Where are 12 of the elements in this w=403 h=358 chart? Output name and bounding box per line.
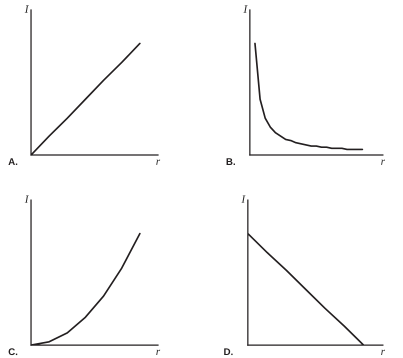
y-axis-title: I xyxy=(241,196,246,203)
y-axis-title: I xyxy=(24,5,29,13)
y-axis-title: I xyxy=(24,196,29,203)
text: B. xyxy=(226,158,235,165)
x-axis-title: r xyxy=(381,160,386,165)
x-axis-title: r xyxy=(156,350,160,355)
text: D. xyxy=(224,348,233,356)
y-axis-title: I xyxy=(243,5,248,13)
x-axis-title: r xyxy=(156,160,160,165)
x-axis-title: r xyxy=(381,350,386,355)
text: C. xyxy=(8,348,18,356)
text: A. xyxy=(8,158,18,165)
